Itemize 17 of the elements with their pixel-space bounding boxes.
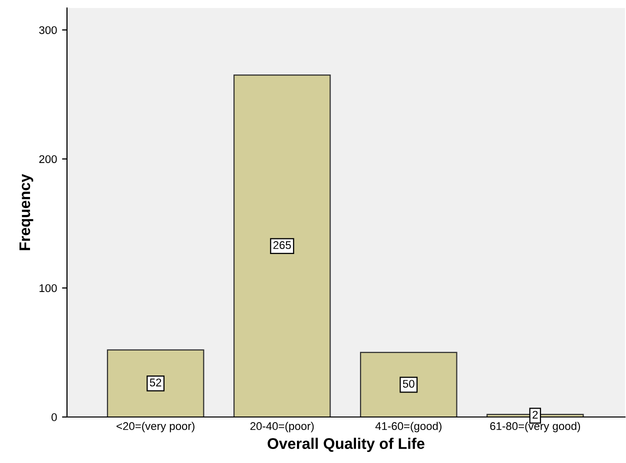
data-label: 265 [273, 241, 291, 250]
data-label: 50 [402, 380, 414, 388]
x-tick-label: 20-40=(poor) [250, 422, 314, 432]
bar [233, 74, 331, 417]
bar [106, 349, 204, 417]
x-tick-label: <20=(very poor) [116, 422, 194, 432]
y-tick-label: 300 [39, 26, 57, 34]
y-axis-title: Frequency [20, 174, 34, 250]
bar [360, 352, 458, 417]
y-tick-label: 0 [52, 413, 57, 422]
x-tick-label: 41-60=(good) [375, 422, 442, 432]
x-tick-label: 61-80=(very good) [490, 422, 580, 432]
x-axis-title: Overall Quality of Life [268, 438, 424, 452]
y-tick-label: 100 [40, 284, 57, 292]
data-label: 2 [532, 410, 538, 419]
y-tick-label: 200 [39, 155, 57, 164]
data-label: 52 [150, 378, 162, 386]
